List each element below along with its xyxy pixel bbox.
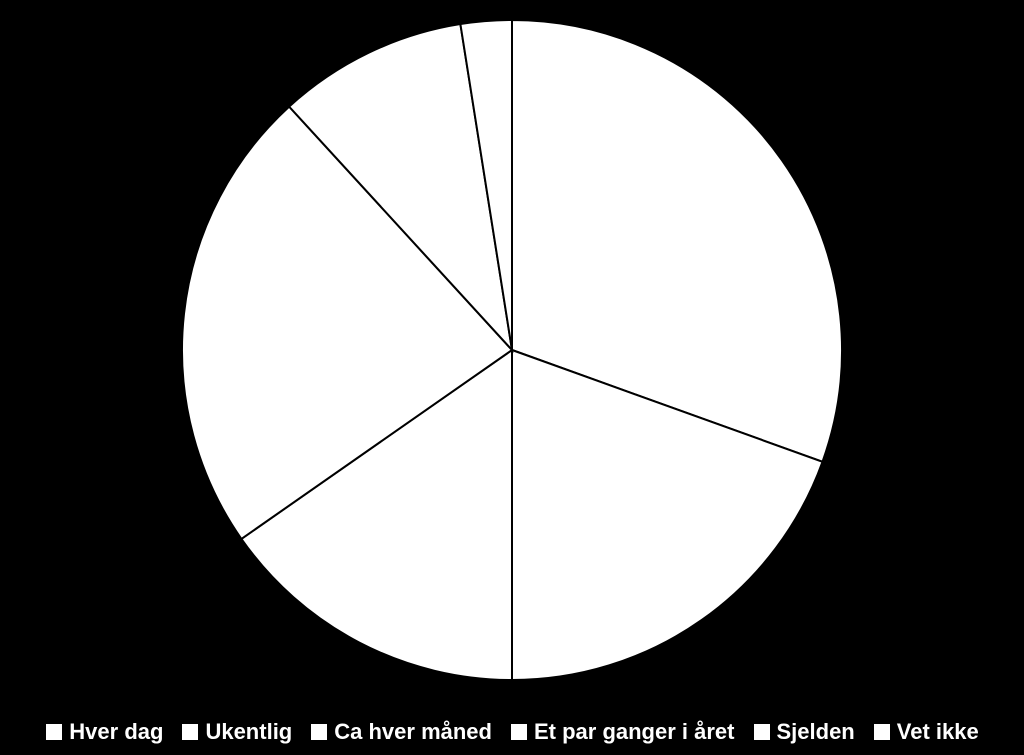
legend-label: Et par ganger i året bbox=[534, 719, 735, 745]
pie-chart-container: Hver dag Ukentlig Ca hver måned Et par g… bbox=[0, 0, 1024, 755]
legend-item: Ukentlig bbox=[181, 719, 292, 745]
legend-label: Ukentlig bbox=[205, 719, 292, 745]
legend-label: Hver dag bbox=[69, 719, 163, 745]
legend-item: Ca hver måned bbox=[310, 719, 492, 745]
legend-item: Vet ikke bbox=[873, 719, 979, 745]
legend-swatch bbox=[753, 723, 771, 741]
legend-item: Sjelden bbox=[753, 719, 855, 745]
legend-swatch bbox=[45, 723, 63, 741]
pie-chart-svg bbox=[0, 0, 1024, 700]
legend-swatch bbox=[181, 723, 199, 741]
legend-item: Hver dag bbox=[45, 719, 163, 745]
legend-label: Ca hver måned bbox=[334, 719, 492, 745]
legend-label: Vet ikke bbox=[897, 719, 979, 745]
legend-swatch bbox=[510, 723, 528, 741]
legend-label: Sjelden bbox=[777, 719, 855, 745]
legend-item: Et par ganger i året bbox=[510, 719, 735, 745]
legend-swatch bbox=[310, 723, 328, 741]
legend-swatch bbox=[873, 723, 891, 741]
legend: Hver dag Ukentlig Ca hver måned Et par g… bbox=[0, 719, 1024, 745]
